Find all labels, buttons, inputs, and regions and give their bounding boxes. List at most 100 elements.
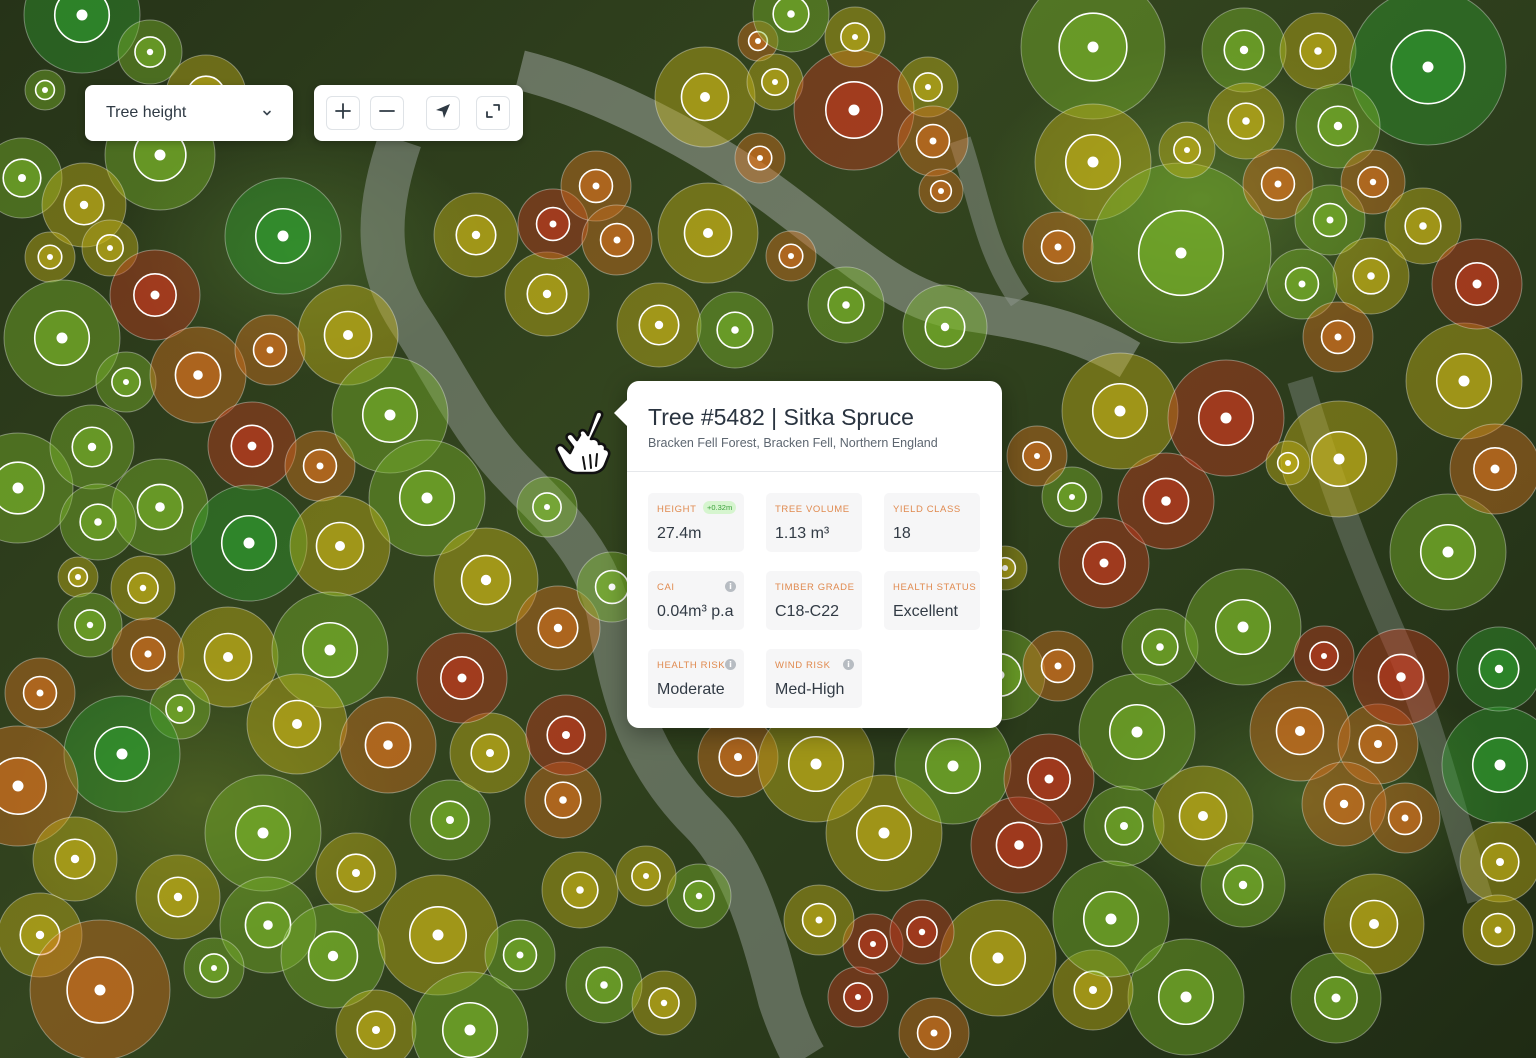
tree-marker[interactable] (449, 712, 531, 794)
tree-marker[interactable] (1242, 148, 1314, 220)
tree-marker[interactable] (57, 556, 99, 598)
tree-marker[interactable] (95, 351, 157, 413)
tree-marker[interactable] (0, 725, 79, 847)
tree-marker[interactable] (1201, 7, 1287, 93)
tree-marker[interactable] (190, 484, 308, 602)
tree-marker[interactable] (149, 678, 211, 740)
tree-marker[interactable] (783, 884, 855, 956)
layer-dropdown[interactable]: Tree height (85, 85, 293, 141)
tree-marker[interactable] (1323, 873, 1425, 975)
tree-marker[interactable] (1061, 352, 1179, 470)
tree-marker[interactable] (824, 6, 886, 68)
tree-marker[interactable] (765, 230, 817, 282)
tree-marker[interactable] (746, 53, 804, 111)
tree-marker[interactable] (411, 971, 529, 1058)
tree-marker[interactable] (897, 105, 969, 177)
tree-marker[interactable] (734, 132, 786, 184)
tree-marker[interactable] (110, 555, 176, 621)
tree-marker[interactable] (897, 56, 959, 118)
tree-marker[interactable] (1431, 238, 1523, 330)
info-icon[interactable]: i (725, 659, 736, 670)
tree-marker[interactable] (1184, 568, 1302, 686)
zoom-in-button[interactable] (326, 96, 360, 130)
tree-marker[interactable] (246, 673, 348, 775)
tree-marker[interactable] (41, 162, 127, 248)
tree-marker[interactable] (32, 816, 118, 902)
tree-marker[interactable] (666, 863, 732, 929)
tree-marker[interactable] (1127, 938, 1245, 1056)
tree-marker[interactable] (0, 892, 83, 978)
tree-marker[interactable] (525, 694, 607, 776)
zoom-out-button[interactable] (370, 96, 404, 130)
tree-marker[interactable] (1441, 706, 1536, 824)
tree-marker[interactable] (825, 774, 943, 892)
tree-marker[interactable] (433, 192, 519, 278)
tree-marker[interactable] (111, 617, 185, 691)
tree-marker[interactable] (894, 707, 1012, 825)
tree-marker[interactable] (918, 168, 964, 214)
tree-marker[interactable] (696, 291, 774, 369)
tree-marker[interactable] (565, 946, 643, 1024)
tree-marker[interactable] (1090, 162, 1272, 344)
tree-marker[interactable] (1340, 149, 1406, 215)
tree-marker[interactable] (484, 919, 556, 991)
tree-marker[interactable] (219, 876, 317, 974)
tree-marker[interactable] (0, 137, 63, 219)
tree-marker[interactable] (1280, 400, 1398, 518)
tree-marker[interactable] (1265, 440, 1311, 486)
tree-marker[interactable] (842, 913, 904, 975)
tree-marker[interactable] (0, 432, 74, 544)
tree-marker[interactable] (416, 632, 508, 724)
tree-marker[interactable] (697, 716, 779, 798)
tree-marker[interactable] (335, 989, 417, 1058)
tree-marker[interactable] (1058, 517, 1150, 609)
info-icon[interactable]: i (843, 659, 854, 670)
tree-marker[interactable] (280, 903, 386, 1009)
tree-marker[interactable] (902, 284, 988, 370)
tree-marker[interactable] (737, 20, 779, 62)
tree-marker[interactable] (207, 401, 297, 491)
tree-marker[interactable] (23, 0, 141, 74)
tree-marker[interactable] (377, 874, 499, 996)
tree-marker[interactable] (59, 483, 137, 561)
tree-marker[interactable] (1200, 842, 1286, 928)
tree-marker[interactable] (1279, 12, 1357, 90)
tree-marker[interactable] (654, 46, 756, 148)
tree-marker[interactable] (1389, 493, 1507, 611)
tree-marker[interactable] (757, 705, 875, 823)
tree-marker[interactable] (657, 182, 759, 284)
tree-marker[interactable] (1301, 761, 1387, 847)
tree-marker[interactable] (807, 266, 885, 344)
tree-marker[interactable] (1369, 782, 1441, 854)
tree-marker[interactable] (24, 69, 66, 111)
tree-marker[interactable] (368, 439, 486, 557)
tree-marker[interactable] (504, 251, 590, 337)
tree-marker[interactable] (793, 49, 915, 171)
tree-marker[interactable] (1384, 187, 1462, 265)
tree-marker[interactable] (49, 404, 135, 490)
tree-marker[interactable] (970, 796, 1068, 894)
tree-marker[interactable] (331, 356, 449, 474)
tree-marker[interactable] (149, 326, 247, 424)
tree-marker[interactable] (409, 779, 491, 861)
tree-marker[interactable] (1083, 785, 1165, 867)
tree-marker[interactable] (560, 150, 632, 222)
tree-marker[interactable] (1249, 680, 1351, 782)
tree-marker[interactable] (1352, 628, 1450, 726)
tree-marker[interactable] (183, 937, 245, 999)
tree-marker[interactable] (177, 606, 279, 708)
tree-marker[interactable] (109, 249, 201, 341)
tree-marker[interactable] (117, 19, 183, 85)
tree-marker[interactable] (1266, 248, 1338, 320)
tree-marker[interactable] (1462, 894, 1534, 966)
tree-marker[interactable] (827, 966, 889, 1028)
tree-marker[interactable] (81, 219, 139, 277)
tree-marker[interactable] (1022, 630, 1094, 702)
tree-marker[interactable] (297, 284, 399, 386)
tree-marker[interactable] (1052, 949, 1134, 1031)
tree-marker[interactable] (1207, 82, 1285, 160)
tree-marker[interactable] (204, 774, 322, 892)
tree-marker[interactable] (24, 231, 76, 283)
tree-marker[interactable] (1006, 425, 1068, 487)
